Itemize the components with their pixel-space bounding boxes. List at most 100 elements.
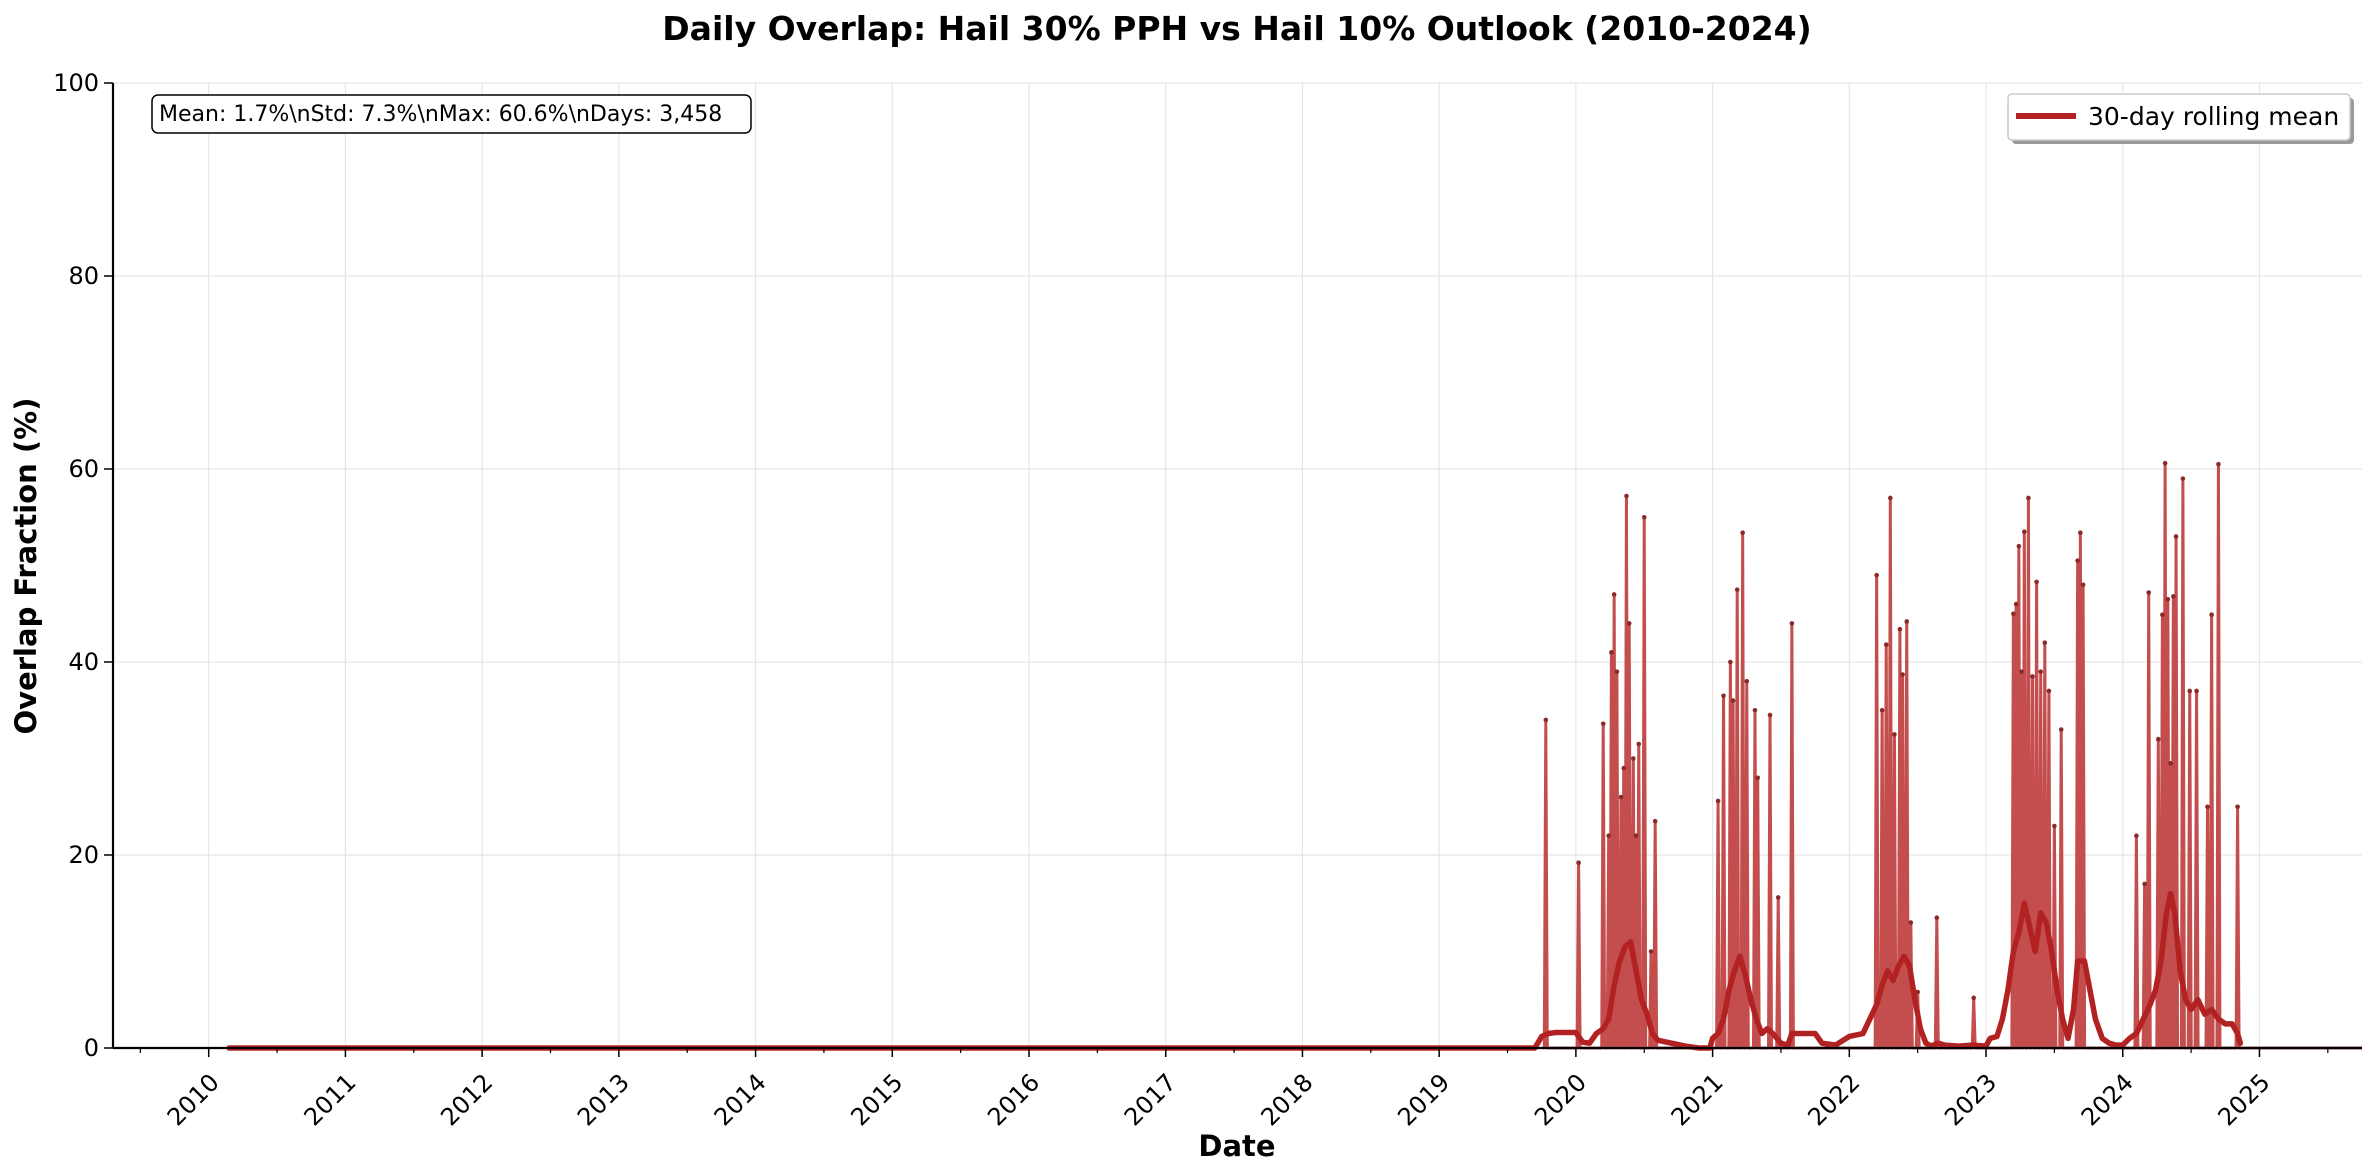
daily-point: [1609, 650, 1614, 655]
daily-point: [1904, 619, 1910, 624]
daily-point: [2162, 460, 2168, 466]
daily-point: [2146, 590, 2152, 595]
daily-point: [2216, 461, 2221, 467]
daily-point: [1934, 915, 1940, 921]
daily-point: [1728, 659, 1733, 665]
daily-point: [1892, 732, 1897, 737]
daily-point: [1740, 530, 1745, 535]
daily-point: [2180, 476, 2186, 481]
daily-point: [2187, 688, 2193, 694]
stats-text: Mean: 1.7%\nStd: 7.3%\nMax: 60.6%\nDays:…: [159, 102, 722, 127]
daily-point: [2013, 601, 2019, 607]
x-tick-label: 2018: [1256, 1068, 1319, 1131]
daily-point: [2173, 534, 2179, 539]
daily-point: [1652, 818, 1658, 824]
x-tick-label: 2017: [1119, 1068, 1182, 1131]
x-tick-label: 2013: [572, 1068, 635, 1131]
daily-point: [2168, 761, 2173, 766]
y-tick-label: 20: [68, 841, 99, 869]
legend-label-rolling-mean: 30-day rolling mean: [2088, 102, 2339, 131]
daily-point: [1648, 949, 1654, 954]
daily-point: [2034, 579, 2039, 585]
daily-point: [1879, 707, 1885, 713]
x-tick-label: 2015: [845, 1068, 908, 1131]
daily-point: [1752, 707, 1758, 713]
daily-point: [2165, 596, 2171, 602]
chart-title: Daily Overlap: Hail 30% PPH vs Hail 10% …: [662, 9, 1811, 48]
daily-point: [2030, 674, 2035, 679]
daily-point: [1900, 672, 1905, 677]
daily-point: [1908, 920, 1914, 925]
y-axis-label: Overlap Fraction (%): [9, 398, 43, 735]
daily-point: [1636, 741, 1642, 747]
daily-point: [2022, 529, 2027, 535]
daily-point: [1789, 621, 1795, 626]
daily-point: [1614, 669, 1620, 674]
daily-point: [2016, 543, 2022, 549]
y-tick-label: 80: [68, 262, 99, 290]
daily-point: [1641, 514, 1647, 520]
daily-point: [2019, 669, 2024, 674]
daily-point: [2042, 640, 2048, 645]
y-tick-label: 100: [53, 69, 99, 97]
daily-point: [1883, 642, 1889, 647]
daily-point: [1888, 495, 1893, 501]
y-tick-label: 60: [68, 455, 99, 483]
daily-point: [2235, 804, 2240, 810]
daily-point: [2155, 736, 2161, 742]
daily-point: [1543, 717, 1549, 723]
x-tick-label: 2016: [982, 1068, 1045, 1131]
daily-point: [2038, 669, 2044, 674]
daily-point: [2142, 881, 2147, 887]
daily-point: [1621, 765, 1627, 771]
y-tick-label: 40: [68, 648, 99, 676]
y-tick-label: 0: [84, 1034, 99, 1062]
daily-point: [2194, 688, 2199, 694]
daily-point: [2046, 688, 2052, 694]
daily-point: [1600, 721, 1606, 727]
stats-box: Mean: 1.7%\nStd: 7.3%\nMax: 60.6%\nDays:…: [151, 94, 752, 134]
daily-point: [2011, 611, 2016, 617]
daily-point: [1767, 712, 1773, 718]
x-tick-label: 2024: [2076, 1068, 2139, 1131]
x-tick-label: 2020: [1529, 1068, 1592, 1131]
daily-point: [2209, 612, 2214, 618]
daily-point: [2171, 594, 2176, 599]
x-tick-label: 2010: [162, 1068, 225, 1131]
daily-point: [1576, 860, 1581, 866]
daily-point: [1755, 775, 1761, 781]
daily-point: [1721, 693, 1726, 699]
daily-point: [1618, 794, 1624, 800]
x-tick-label: 2021: [1666, 1068, 1729, 1131]
daily-point: [2075, 558, 2080, 563]
grid: [113, 82, 2362, 1049]
daily-series: [1542, 460, 2362, 1050]
daily-line: [1542, 461, 2362, 1050]
daily-point: [1897, 626, 1903, 632]
daily-point: [1744, 679, 1750, 684]
daily-point: [1971, 995, 1977, 1001]
axes: [111, 83, 2362, 1050]
x-tick-label: 2014: [709, 1068, 772, 1131]
x-tick-label: 2022: [1802, 1068, 1865, 1131]
daily-point: [2080, 582, 2086, 588]
daily-point: [2078, 530, 2083, 535]
daily-point: [1734, 587, 1740, 592]
daily-point: [1715, 798, 1721, 804]
daily-point: [1611, 592, 1617, 597]
daily-point: [2052, 823, 2057, 829]
x-tick-label: 2025: [2213, 1068, 2276, 1131]
daily-point: [1730, 698, 1736, 703]
daily-point: [1874, 572, 1879, 578]
x-tick-label: 2011: [299, 1068, 362, 1131]
daily-point: [2134, 833, 2139, 838]
daily-point: [1624, 493, 1629, 499]
x-tick-label: 2023: [1939, 1068, 2002, 1131]
daily-point: [1626, 621, 1632, 626]
x-tick-label: 2012: [435, 1068, 498, 1131]
legend: 30-day rolling mean: [2007, 93, 2354, 144]
daily-point: [1606, 833, 1611, 838]
stats-box-frame: [151, 94, 752, 134]
